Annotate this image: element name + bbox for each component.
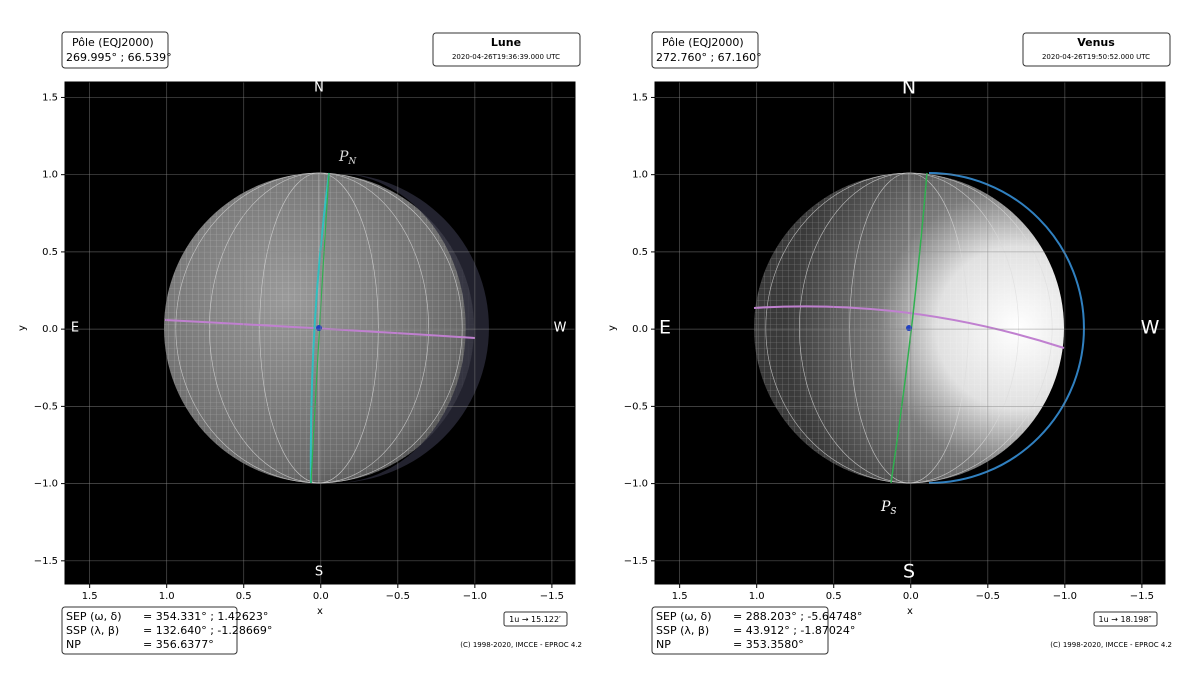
plot-content <box>753 172 1085 484</box>
x-tick-label: −1.5 <box>1130 591 1154 602</box>
y-tick-label: 0.5 <box>42 247 58 258</box>
direction-label: S <box>903 561 915 583</box>
pole-subscript: N <box>347 157 357 167</box>
info-label: SSP (λ, β) <box>656 624 709 637</box>
panel: 1.5 1.0 0.5 0.0 −0.5 −1.0 −1.5 1.5 1.0 0.5 0.0 −0.5… <box>17 31 582 655</box>
panel: 1.5 1.0 0.5 0.0 −0.5 −1.0 −1.5 1.5 1.0 0.5 0.0 −0.5… <box>607 31 1172 655</box>
y-tick-label: 0.0 <box>632 324 648 335</box>
pole-letter: P <box>880 499 891 515</box>
plot-frame <box>654 81 1166 585</box>
info-label: NP <box>656 638 671 651</box>
info-label: NP <box>66 638 81 651</box>
central-meridian <box>309 172 330 484</box>
x-tick-label: 0.5 <box>236 591 252 602</box>
meridian <box>175 172 463 484</box>
x-tick-label: 0.0 <box>313 591 329 602</box>
x-tick-label: −1.5 <box>540 591 564 602</box>
y-tick-label: −1.5 <box>624 556 648 567</box>
y-tick-label: 0.0 <box>42 324 58 335</box>
y-tick-label: 1.0 <box>632 170 648 181</box>
copyright: (C) 1998-2020, IMCCE - EPROC 4.2 <box>460 641 582 649</box>
plot-frame <box>64 81 576 585</box>
y-tick-label: −0.5 <box>624 401 648 412</box>
direction-label: S <box>315 565 323 580</box>
info-value: = 132.640° ; -1.28669° <box>143 624 272 637</box>
subtitle: 2020-04-26T19:50:52.000 UTC <box>1042 53 1150 61</box>
x-tick-label: −0.5 <box>386 591 410 602</box>
direction-label: N <box>902 77 916 99</box>
title: Lune <box>491 36 521 49</box>
direction-label: N <box>314 81 324 96</box>
info-value: = 356.6377° <box>143 638 214 651</box>
pole-header: Pôle (EQJ2000) <box>72 36 154 49</box>
meridian <box>765 172 1053 484</box>
title: Venus <box>1077 36 1115 49</box>
subtitle: 2020-04-26T19:36:39.000 UTC <box>452 53 560 61</box>
pole-box <box>651 31 759 69</box>
y-tick-label: 1.5 <box>632 92 648 103</box>
info-value: = 353.3580° <box>733 638 804 651</box>
info-label: SEP (ω, δ) <box>656 610 712 623</box>
x-tick-label: 0.0 <box>903 591 919 602</box>
pole-letter: P <box>338 149 349 165</box>
pole-label: PN <box>338 149 357 167</box>
pole-subscript: S <box>890 507 896 517</box>
direction-label: E <box>659 317 671 339</box>
x-tick-label: −1.0 <box>1053 591 1077 602</box>
y-tick-label: 0.5 <box>632 247 648 258</box>
title-box <box>1022 32 1171 67</box>
pole-box <box>61 31 169 69</box>
info-label: SEP (ω, δ) <box>66 610 122 623</box>
info-value: = 288.203° ; -5.64748° <box>733 610 862 623</box>
y-tick-label: 1.5 <box>42 92 58 103</box>
plot-content <box>164 172 489 484</box>
info-box <box>651 606 829 655</box>
x-tick-label: −1.0 <box>463 591 487 602</box>
pole-coords: 269.995° ; 66.539° <box>66 51 172 64</box>
y-tick-label: 1.0 <box>42 170 58 181</box>
direction-label: W <box>1141 317 1160 339</box>
pole-label: PS <box>880 499 897 517</box>
direction-label: E <box>71 321 79 336</box>
scale-box <box>1093 611 1158 627</box>
info-value: = 354.331° ; 1.42623° <box>143 610 268 623</box>
pole-coords: 272.760° ; 67.160° <box>656 51 762 64</box>
limb-glow <box>928 172 1085 484</box>
x-axis-label: x <box>907 606 913 617</box>
y-tick-label: −0.5 <box>34 401 58 412</box>
y-axis-label: y <box>607 325 618 331</box>
y-axis-label: y <box>17 325 28 331</box>
x-tick-label: 0.5 <box>826 591 842 602</box>
title-box <box>432 32 581 67</box>
y-tick-label: −1.0 <box>624 479 648 490</box>
equator <box>753 305 1065 349</box>
scale-label: 1u → 15.122′ <box>509 615 561 624</box>
y-tick-label: −1.0 <box>34 479 58 490</box>
scale-label: 1u → 18.198″ <box>1099 615 1152 624</box>
info-label: SSP (λ, β) <box>66 624 119 637</box>
x-tick-label: 1.5 <box>672 591 688 602</box>
dark-limb <box>334 173 489 483</box>
x-tick-label: −0.5 <box>976 591 1000 602</box>
x-axis-label: x <box>317 606 323 617</box>
scale-box <box>503 611 568 627</box>
y-tick-label: −1.5 <box>34 556 58 567</box>
x-tick-label: 1.0 <box>159 591 175 602</box>
info-value: = 43.912° ; -1.87024° <box>733 624 855 637</box>
copyright: (C) 1998-2020, IMCCE - EPROC 4.2 <box>1050 641 1172 649</box>
info-box <box>61 606 238 655</box>
x-tick-label: 1.0 <box>749 591 765 602</box>
pole-header: Pôle (EQJ2000) <box>662 36 744 49</box>
direction-label: W <box>554 321 567 336</box>
x-tick-label: 1.5 <box>82 591 98 602</box>
